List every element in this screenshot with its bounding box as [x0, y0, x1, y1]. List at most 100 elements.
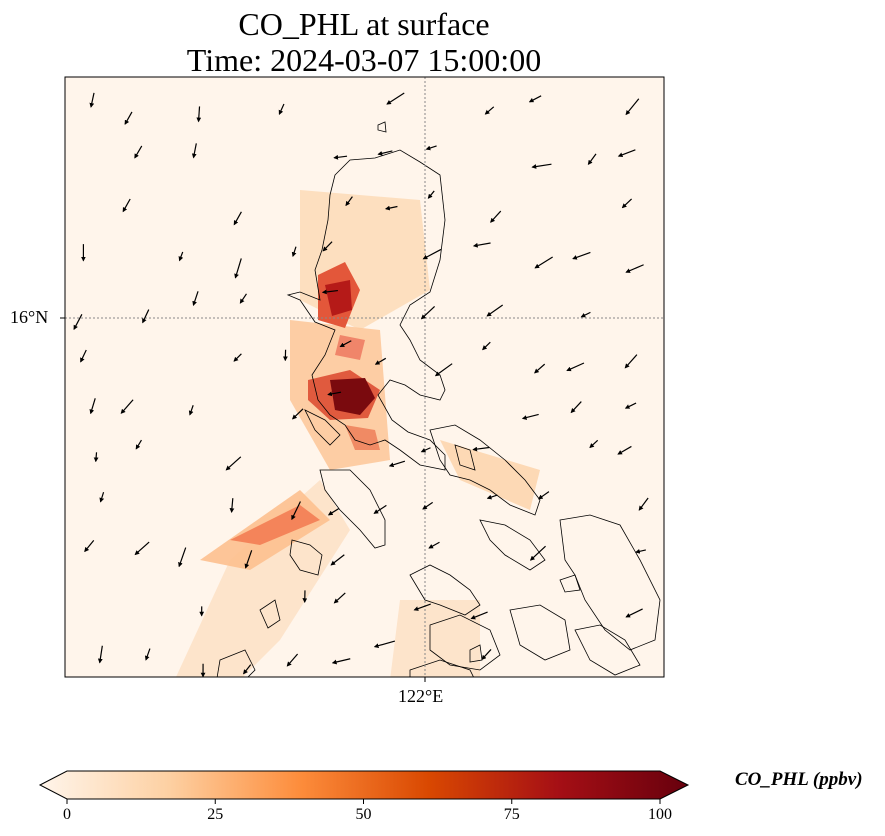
wind-arrow: [99, 492, 105, 503]
wind-arrow: [537, 491, 550, 500]
longitude-tick-label: 122°E: [398, 686, 444, 706]
colorbar-tick-label: 100: [648, 806, 672, 823]
wind-arrow: [134, 145, 143, 159]
wind-arrow: [570, 401, 582, 414]
wind-arrow: [635, 548, 646, 554]
wind-arrow: [625, 608, 643, 618]
wind-arrow: [425, 145, 437, 151]
wind-arrow: [331, 658, 351, 665]
wind-arrow: [388, 460, 406, 468]
wind-arrow: [234, 258, 242, 279]
wind-arrow: [624, 354, 638, 369]
wind-arrow: [225, 456, 242, 471]
wind-arrow: [93, 452, 99, 463]
wind-arrow: [373, 640, 396, 648]
wind-arrow: [178, 251, 184, 262]
wind-arrow: [587, 153, 597, 166]
wind-arrow: [482, 341, 491, 351]
map-title: CO_PHL at surface: [238, 6, 490, 42]
wind-arrow: [529, 545, 546, 561]
wind-arrow: [420, 447, 431, 453]
wind-arrow: [413, 603, 431, 611]
wind-arrow: [134, 541, 150, 556]
wind-arrow: [580, 311, 591, 318]
wind-arrow: [422, 248, 442, 260]
wind-arrow: [486, 304, 504, 317]
wind-arrow: [625, 264, 644, 273]
wind-arrow: [291, 246, 297, 258]
wind-arrow: [373, 504, 387, 514]
wind-arrow: [322, 241, 333, 252]
wind-arrow: [233, 211, 242, 226]
wind-arrow: [135, 439, 142, 450]
wind-arrow: [291, 408, 304, 420]
wind-arrow: [470, 611, 488, 620]
wind-arrow: [73, 314, 83, 331]
wind-arrow: [89, 398, 96, 415]
wind-arrow: [566, 362, 585, 372]
wind-arrow: [229, 498, 235, 514]
wind-arrow: [472, 446, 490, 452]
wind-arrow: [278, 103, 285, 116]
wind-arrow: [122, 198, 131, 213]
colorbar-tick-label: 0: [63, 806, 71, 823]
wind-arrow: [386, 92, 405, 105]
colorbar-tick-label: 50: [355, 806, 372, 823]
wind-arrow: [97, 645, 103, 664]
wind-arrow: [120, 399, 134, 414]
wind-arrow: [528, 95, 542, 103]
wind-arrow: [420, 306, 436, 320]
wind-vectors: [73, 92, 649, 677]
wind-arrow: [339, 340, 352, 348]
wind-arrow: [142, 309, 150, 324]
wind-arrow: [377, 150, 393, 156]
wind-arrow: [196, 106, 202, 123]
map-frame: [64, 76, 665, 678]
wind-arrow: [192, 291, 199, 307]
coastline: [216, 121, 661, 677]
wind-arrow: [374, 357, 387, 365]
latitude-tick-label: 16°N: [10, 307, 49, 327]
wind-arrow: [638, 497, 649, 511]
wind-arrow: [484, 106, 495, 115]
gridlines: [65, 77, 664, 677]
wind-arrow: [333, 592, 346, 604]
map-plot: [60, 76, 665, 682]
wind-arrow: [621, 198, 633, 209]
wind-arrow: [80, 349, 87, 363]
wind-arrow: [333, 154, 348, 160]
wind-arrow: [243, 664, 252, 675]
colorbar-tick-label: 75: [503, 806, 520, 823]
wind-arrow: [427, 190, 435, 199]
wind-arrow: [89, 92, 95, 108]
wind-arrow: [422, 501, 434, 510]
colorbar-gradient: [38, 770, 690, 800]
wind-arrow: [589, 439, 599, 449]
wind-arrow: [534, 256, 553, 269]
map-time: Time: 2024-03-07 15:00:00: [186, 42, 542, 78]
wind-arrow: [188, 405, 194, 416]
wind-arrow: [291, 501, 301, 521]
wind-arrow: [178, 547, 187, 568]
wind-arrow: [330, 554, 345, 566]
wind-arrow: [327, 391, 342, 397]
wind-arrow: [321, 289, 338, 295]
wind-arrow: [144, 648, 151, 661]
wind-arrow: [490, 210, 502, 223]
wind-arrow: [84, 540, 95, 553]
wind-arrow: [572, 251, 591, 260]
colorbar-tick-label: 25: [207, 806, 224, 823]
wind-arrow: [286, 653, 299, 667]
wind-arrow: [531, 163, 552, 169]
wind-arrow: [617, 149, 636, 158]
wind-arrow: [624, 402, 637, 409]
colorbar-label: CO_PHL (ppbv): [735, 769, 863, 790]
wind-arrow: [124, 111, 133, 125]
wind-arrow: [345, 196, 353, 207]
wind-arrow: [428, 541, 440, 549]
wind-arrow: [472, 242, 491, 248]
wind-arrow: [617, 445, 632, 455]
wind-arrow: [233, 353, 242, 362]
wind-arrow: [327, 507, 340, 516]
